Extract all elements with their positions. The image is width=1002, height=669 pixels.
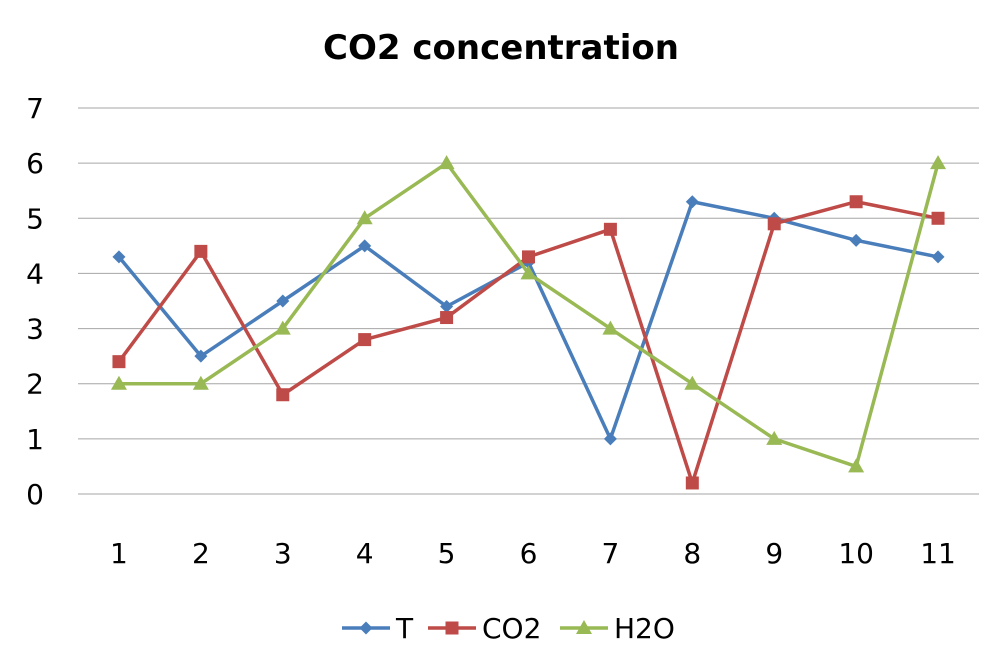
series-h2o: [110, 155, 947, 473]
x-tick-label: 1: [110, 537, 128, 570]
data-point-co2: [440, 311, 454, 325]
y-tick-label: 5: [26, 202, 44, 235]
x-tick-label: 11: [920, 537, 956, 570]
data-point-h2o: [274, 320, 291, 335]
x-tick-label: 8: [683, 537, 701, 570]
legend-item-h2o: H2O: [560, 612, 675, 645]
legend-label: T: [395, 612, 414, 645]
data-point-t: [685, 195, 699, 209]
data-point-t: [440, 300, 454, 314]
data-point-co2: [767, 217, 781, 231]
data-point-h2o: [602, 320, 619, 335]
x-tick-label: 6: [520, 537, 538, 570]
x-tick-label: 3: [274, 537, 292, 570]
data-point-co2: [112, 355, 126, 369]
data-point-t: [931, 250, 945, 264]
series-line-co2: [117, 199, 939, 485]
y-tick-label: 3: [26, 313, 44, 346]
legend-label: H2O: [614, 612, 675, 645]
data-point-t: [112, 250, 126, 264]
data-point-h2o: [684, 375, 701, 390]
data-point-h2o: [930, 155, 947, 170]
data-point-co2: [276, 388, 290, 402]
y-axis-tick-labels: 0 1 2 3 4 5 6 7: [26, 92, 44, 511]
y-tick-label: 0: [26, 478, 44, 511]
data-point-co2: [849, 195, 863, 209]
data-point-t: [358, 239, 372, 253]
data-point-t: [849, 233, 863, 247]
x-tick-label: 4: [356, 537, 374, 570]
series-group: [110, 155, 947, 490]
x-tick-label: 5: [438, 537, 456, 570]
data-point-co2: [685, 476, 699, 490]
chart-title: CO2 concentration: [323, 28, 679, 68]
gridlines: [78, 107, 979, 495]
data-point-t: [603, 432, 617, 446]
data-point-h2o: [848, 458, 865, 473]
data-point-co2: [931, 211, 945, 225]
legend-marker: [359, 621, 373, 635]
data-point-co2: [522, 250, 535, 264]
y-tick-label: 2: [26, 368, 44, 401]
data-point-t: [194, 349, 208, 363]
series-line-h2o: [118, 161, 940, 469]
y-tick-label: 6: [26, 147, 44, 180]
y-tick-label: 4: [26, 257, 44, 290]
legend-label: CO2: [482, 612, 541, 645]
legend-marker: [445, 621, 459, 635]
data-point-co2: [603, 222, 617, 236]
y-tick-label: 1: [26, 423, 44, 456]
legend-marker: [576, 620, 592, 634]
data-point-h2o: [110, 375, 127, 390]
x-tick-label: 10: [838, 537, 874, 570]
data-point-co2: [358, 333, 372, 347]
data-point-t: [276, 294, 290, 308]
x-tick-label: 9: [765, 537, 783, 570]
x-tick-label: 7: [601, 537, 619, 570]
data-point-co2: [194, 244, 208, 258]
data-point-h2o: [520, 265, 537, 280]
legend-item-t: T: [342, 612, 414, 645]
x-axis-tick-labels: 1 2 3 4 5 6 7 8 9 10 11: [110, 537, 956, 570]
x-tick-label: 2: [192, 537, 210, 570]
data-point-h2o: [192, 375, 209, 390]
data-point-h2o: [438, 155, 455, 170]
series-t: [112, 195, 945, 446]
legend-item-co2: CO2: [428, 612, 541, 645]
data-point-h2o: [766, 430, 783, 445]
series-co2: [112, 195, 945, 490]
legend: T CO2 H2O: [342, 612, 675, 645]
y-tick-label: 7: [26, 92, 44, 125]
data-point-h2o: [356, 210, 373, 225]
